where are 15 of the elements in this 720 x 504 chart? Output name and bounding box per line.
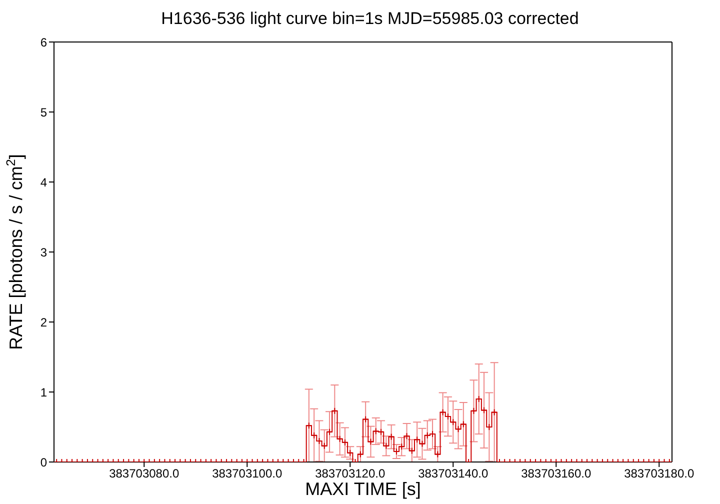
y-tick-label: 5 xyxy=(40,105,48,120)
y-tick-label: 1 xyxy=(40,385,48,400)
chart-title: H1636-536 light curve bin=1s MJD=55985.03 corrected xyxy=(161,9,579,28)
y-tick-label: 2 xyxy=(40,315,48,330)
x-tick-label: 383703180.0 xyxy=(624,466,694,481)
y-tick-label: 3 xyxy=(40,245,48,260)
x-axis-title: MAXI TIME [s] xyxy=(305,479,421,499)
y-tick-label: 4 xyxy=(40,175,48,190)
y-tick-label: 6 xyxy=(40,35,48,50)
x-tick-label: 383703140.0 xyxy=(418,466,488,481)
x-tick-label: 383703100.0 xyxy=(212,466,282,481)
x-tick-label: 383703080.0 xyxy=(109,466,180,481)
x-tick-label: 383703160.0 xyxy=(521,466,592,481)
x-tick-label: 383703120.0 xyxy=(315,466,386,481)
y-tick-label: 0 xyxy=(40,455,48,470)
